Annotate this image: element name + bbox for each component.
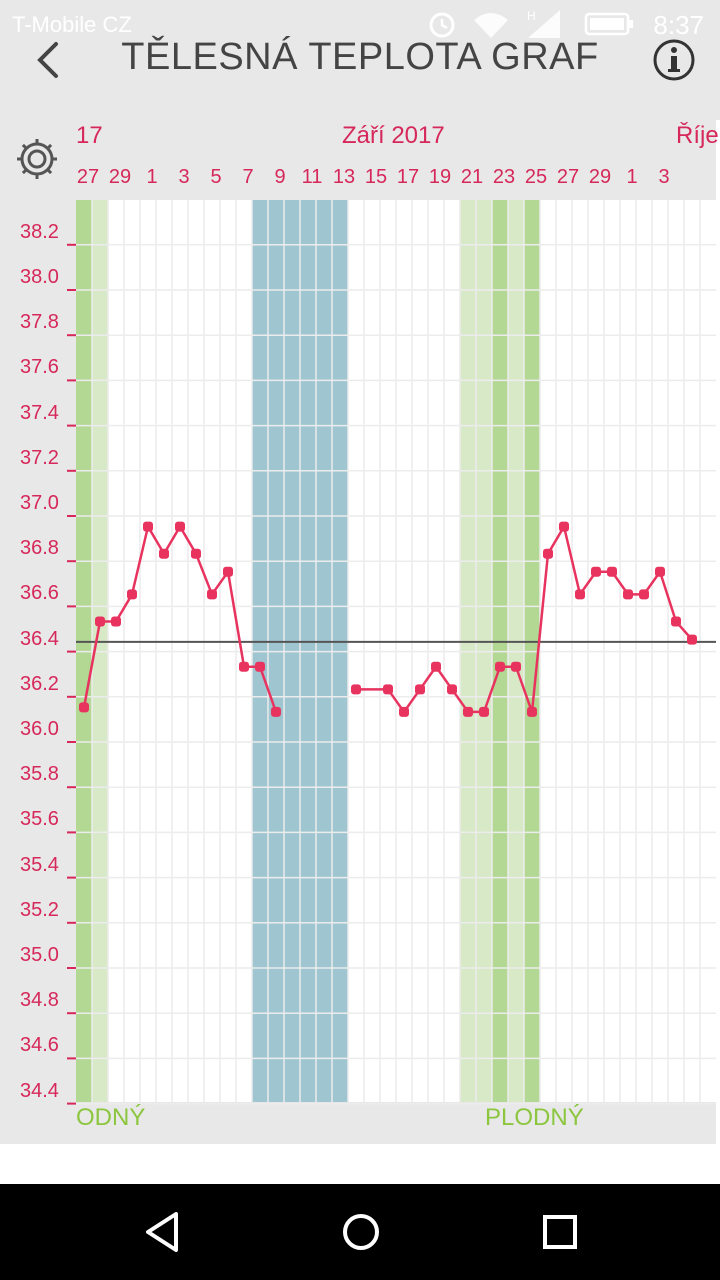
y-tick-label: 37.0 [20,492,59,514]
day-label: 1 [146,166,158,188]
square-recents-icon[interactable] [532,1204,588,1260]
day-label: 5 [210,166,222,188]
temperature-point[interactable] [559,521,569,532]
y-tick-label: 37.2 [20,446,59,469]
temperature-point[interactable] [143,521,153,532]
y-tick-label: 38.0 [20,266,59,288]
temperature-point[interactable] [207,589,217,600]
temperature-point[interactable] [415,684,425,695]
temperature-point[interactable] [591,566,601,577]
y-tick-label: 35.8 [20,763,59,786]
clock: 8:37 [653,10,704,40]
wifi-icon [474,13,508,38]
temperature-point[interactable] [575,589,585,600]
day-label: 13 [332,166,356,188]
day-label: 9 [274,166,286,188]
temperature-point[interactable] [639,589,649,600]
y-tick-label: 34.4 [20,1079,59,1102]
app-bar: T-Mobile CZ H 8:37 [0,0,720,120]
temperature-point[interactable] [511,661,521,672]
temperature-point[interactable] [383,684,393,695]
day-label: 21 [460,166,484,188]
svg-text:H: H [527,9,536,23]
gear-icon[interactable] [14,136,60,182]
signal-icon: H [527,9,560,38]
temperature-point[interactable] [239,661,249,672]
temperature-point[interactable] [175,521,185,532]
day-label: 11 [301,166,323,188]
y-tick-label: 36.2 [20,672,59,695]
month-label-previous: 17 [76,122,103,149]
temperature-point[interactable] [159,548,169,559]
temperature-point[interactable] [399,706,409,717]
temperature-point[interactable] [351,684,361,695]
temperature-point[interactable] [79,702,89,713]
battery-icon [584,12,633,36]
day-label: 25 [524,166,548,188]
y-tick-label: 35.2 [20,898,59,921]
y-tick-label: 36.6 [20,582,59,605]
day-label: 7 [242,166,254,188]
temperature-point[interactable] [623,589,633,600]
triangle-back-icon[interactable] [134,1204,190,1260]
y-tick-label: 34.8 [20,989,59,1012]
carrier-label: T-Mobile CZ [12,12,132,37]
temperature-point[interactable] [527,706,537,717]
day-label: 29 [588,166,612,188]
temperature-point[interactable] [543,548,553,559]
temperature-point[interactable] [255,661,265,672]
system-nav-bar [0,1184,720,1280]
day-label: 23 [492,166,516,188]
y-tick-label: 37.4 [20,401,59,424]
y-tick-label: 34.6 [20,1034,59,1057]
day-label: 17 [396,166,420,188]
chevron-left-icon[interactable] [28,38,68,82]
y-tick-label: 35.6 [20,808,59,831]
temperature-point[interactable] [111,616,121,627]
y-tick-label: 37.6 [20,356,59,379]
y-tick-label: 35.0 [20,944,59,966]
day-labels: 27 29 1 3 5 7 9 11 13 15 17 19 21 23 25 27 29 1 3 [0,166,716,196]
y-tick-label: 36.0 [20,718,59,740]
day-label: 19 [428,166,452,188]
y-tick-label: 37.8 [20,311,59,334]
month-label-next: Říje [676,122,719,149]
temperature-point[interactable] [223,566,233,577]
temperature-point[interactable] [687,634,697,645]
fertile-label-right: PLODNÝ [485,1104,584,1131]
info-icon[interactable] [652,38,696,82]
fertile-label-left: ODNÝ [76,1104,146,1131]
temperature-point[interactable] [191,548,201,559]
temperature-point[interactable] [127,589,137,600]
status-icons: H [429,9,633,38]
temperature-point[interactable] [95,616,105,627]
temperature-point[interactable] [463,706,473,717]
day-label: 1 [626,166,638,188]
temperature-point[interactable] [655,566,665,577]
day-label: 27 [76,166,100,188]
month-label-current: Září 2017 [342,122,445,149]
y-tick-label: 36.4 [20,627,59,650]
temperature-point[interactable] [447,684,457,695]
day-label: 27 [556,166,580,188]
circle-home-icon[interactable] [333,1204,389,1260]
temperature-point[interactable] [431,661,441,672]
page-title: TĚLESNÁ TEPLOTA GRAF [121,36,599,78]
temperature-point[interactable] [271,706,281,717]
temperature-point[interactable] [607,566,617,577]
day-label: 29 [108,166,132,188]
day-label: 3 [658,166,670,188]
day-label: 3 [178,166,190,188]
temperature-point[interactable] [671,616,681,627]
y-tick-label: 36.8 [20,537,59,560]
temperature-point[interactable] [495,661,505,672]
day-label: 15 [364,166,388,188]
status-bar: T-Mobile CZ H 8:37 [0,0,720,48]
alarm-icon [429,12,455,38]
temperature-point[interactable] [479,706,489,717]
y-tick-label: 38.2 [20,220,59,243]
y-tick-label: 35.4 [20,853,59,876]
